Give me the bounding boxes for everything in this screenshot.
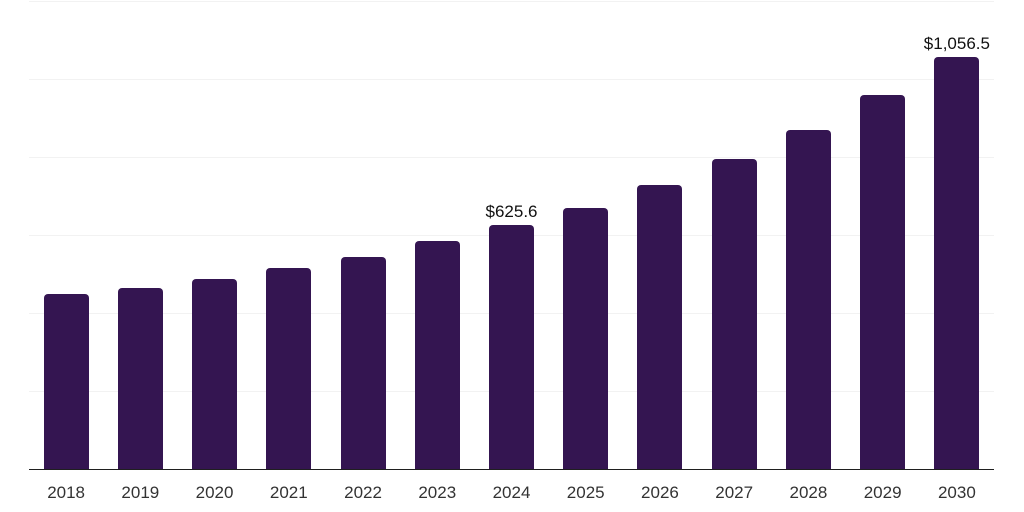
x-axis-line (29, 468, 994, 470)
x-tick-label-2018: 2018 (47, 483, 86, 502)
bar-2027 (711, 158, 757, 469)
x-tick-label-2022: 2022 (344, 483, 382, 502)
x-tick-label-2019: 2019 (121, 483, 160, 502)
x-tick-label-2030: 2030 (937, 483, 976, 502)
x-tick-label-2025: 2025 (566, 483, 605, 502)
x-tick-label-2024: 2024 (492, 483, 531, 502)
bar-2021 (266, 267, 312, 469)
bar-2029 (860, 95, 906, 469)
bar-2022 (340, 256, 386, 469)
x-tick-label-2027: 2027 (715, 483, 754, 502)
x-tick-label-2026: 2026 (641, 483, 679, 502)
bar-2025 (563, 207, 609, 469)
bar-value-label-2030: $1,056.5 (923, 33, 990, 53)
bar-value-label-2024: $625.6 (485, 202, 538, 222)
bar-2026 (637, 184, 683, 469)
x-tick-label-2020: 2020 (195, 483, 234, 502)
bar-2023 (414, 240, 460, 469)
plot-area (29, 0, 994, 470)
bar-2018 (43, 294, 89, 469)
x-tick-label-2029: 2029 (863, 483, 902, 502)
x-tick-label-2021: 2021 (269, 483, 308, 502)
gridline-y-1000 (29, 78, 994, 80)
bar-2020 (192, 278, 238, 469)
x-tick-label-2028: 2028 (789, 483, 828, 502)
bar-2019 (117, 287, 163, 469)
bar-2028 (785, 129, 831, 469)
bar-2030 (934, 56, 980, 469)
x-tick-label-2023: 2023 (418, 483, 457, 502)
bar-2024 (489, 225, 534, 469)
gridline-y-1200 (29, 0, 994, 2)
gridline-y-800 (29, 156, 994, 158)
